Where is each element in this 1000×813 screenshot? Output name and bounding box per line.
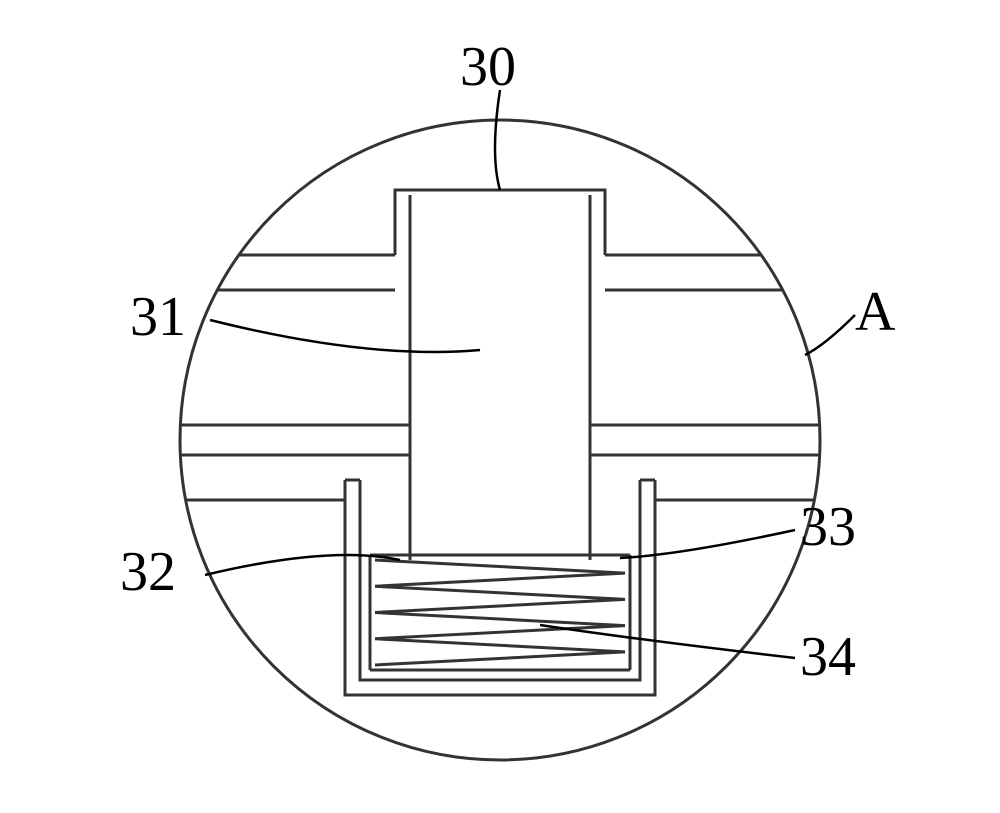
- label-30: 30: [460, 36, 516, 98]
- label-32: 32: [120, 541, 176, 603]
- leader-31: [210, 320, 480, 352]
- parts-group: [130, 190, 870, 695]
- leader-30: [495, 90, 500, 190]
- callout-30: 30: [460, 36, 516, 190]
- leader-A: [805, 315, 855, 355]
- label-31: 31: [130, 286, 186, 348]
- callout-A: A: [805, 281, 896, 355]
- label-A: A: [855, 281, 896, 343]
- detail-circle-A: [180, 120, 820, 760]
- callout-31: 31: [130, 286, 480, 352]
- label-33: 33: [800, 496, 856, 558]
- leader-33: [620, 530, 795, 558]
- part-34-spring: [375, 560, 625, 665]
- callout-32: 32: [120, 541, 400, 603]
- label-34: 34: [800, 626, 856, 688]
- part-30-cap: [395, 190, 605, 255]
- patent-detail-figure: 30 31 32 33 34 A: [0, 0, 1000, 813]
